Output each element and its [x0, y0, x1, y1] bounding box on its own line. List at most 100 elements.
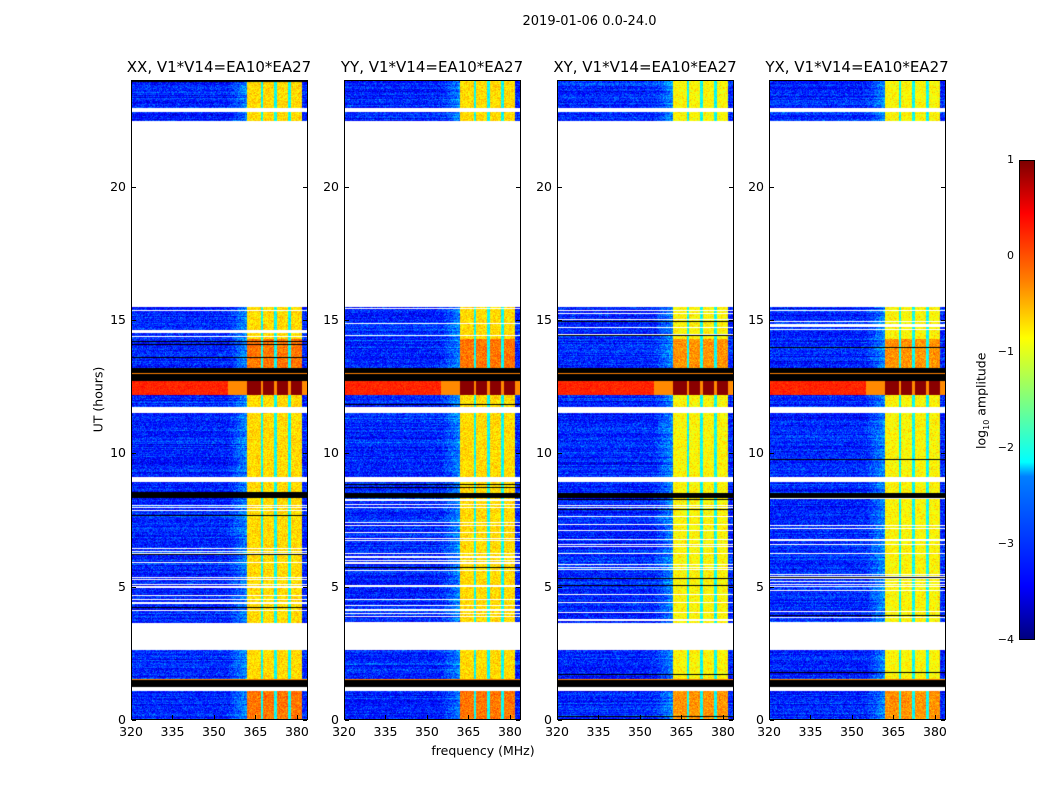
y-tick-label: 0 [118, 712, 126, 727]
y-tick-mark [516, 320, 520, 321]
colorbar-label-sub: 10 [981, 419, 991, 430]
y-tick-mark [303, 186, 307, 188]
y-tick-label: 5 [544, 578, 552, 594]
panel-title-xy: XY, V1*V14=EA10*EA27 [553, 58, 737, 76]
y-tick-label: 20 [323, 178, 339, 194]
x-tick-mark [934, 715, 936, 719]
x-tick-label: 320 [119, 724, 143, 739]
x-tick-mark [598, 715, 600, 719]
y-tick-label: 15 [323, 312, 339, 327]
x-tick-mark [172, 715, 174, 719]
y-tick-label: 5 [756, 578, 764, 594]
heatmap-xy [558, 81, 733, 719]
x-tick-mark [426, 715, 428, 719]
y-tick-mark [345, 453, 349, 455]
y-tick-mark [345, 586, 349, 588]
x-tick-mark [296, 715, 298, 719]
x-tick-label: 320 [757, 724, 781, 739]
x-tick-mark [213, 715, 215, 719]
colorbar-tick-label: −3 [997, 537, 1014, 550]
y-tick-mark [303, 720, 307, 721]
x-tick-label: 350 [202, 724, 226, 739]
x-tick-mark [557, 715, 558, 719]
y-tick-mark [516, 186, 520, 188]
y-tick-mark [729, 720, 733, 721]
colorbar [1019, 160, 1035, 640]
y-tick-mark [558, 320, 562, 321]
x-tick-mark [255, 715, 257, 719]
y-tick-label: 5 [331, 578, 339, 594]
y-tick-label: 0 [756, 712, 764, 727]
y-tick-mark [303, 453, 307, 455]
y-tick-label: 5 [118, 578, 126, 594]
panel-title-xx: XX, V1*V14=EA10*EA27 [126, 58, 312, 76]
y-tick-mark [345, 186, 349, 188]
y-tick-mark [516, 453, 520, 455]
x-tick-label: 365 [456, 724, 481, 739]
y-tick-mark [516, 586, 520, 588]
x-tick-mark [344, 715, 345, 719]
x-tick-label: 320 [332, 724, 356, 739]
y-tick-mark [303, 320, 307, 321]
heatmap-xx [132, 81, 307, 719]
x-tick-label: 365 [881, 724, 906, 739]
x-tick-mark [468, 715, 470, 719]
y-tick-mark [941, 453, 945, 455]
colorbar-tick-label: −4 [997, 633, 1014, 646]
y-tick-mark [345, 320, 349, 321]
heatmap-panel-xy [557, 80, 734, 720]
y-tick-label: 0 [331, 712, 339, 727]
x-tick-mark [509, 715, 511, 719]
heatmap-yy [345, 81, 520, 719]
y-tick-label: 20 [748, 178, 764, 194]
y-tick-label: 10 [110, 445, 126, 461]
y-tick-mark [770, 453, 774, 455]
y-tick-mark [558, 186, 562, 188]
y-tick-label: 20 [110, 178, 126, 194]
y-tick-mark [558, 586, 562, 588]
x-tick-label: 335 [586, 724, 611, 739]
x-tick-label: 335 [798, 724, 823, 739]
y-tick-label: 0 [544, 712, 552, 727]
x-tick-label: 335 [160, 724, 185, 739]
x-tick-mark [893, 715, 895, 719]
y-tick-mark [558, 453, 562, 455]
x-tick-label: 380 [711, 724, 735, 739]
colorbar-tick-label: 1 [1007, 153, 1014, 166]
x-axis-label: frequency (MHz) [431, 743, 535, 758]
y-tick-label: 15 [110, 312, 126, 327]
panel-title-yx: YX, V1*V14=EA10*EA27 [765, 58, 949, 76]
heatmap-yx [770, 81, 945, 719]
y-tick-mark [770, 186, 774, 188]
y-tick-mark [132, 453, 136, 455]
y-tick-mark [558, 720, 562, 721]
x-tick-label: 365 [243, 724, 268, 739]
y-tick-mark [729, 186, 733, 188]
y-tick-label: 10 [748, 445, 764, 461]
y-tick-mark [770, 320, 774, 321]
x-tick-mark [639, 715, 641, 719]
y-axis-label: UT (hours) [90, 366, 106, 433]
x-tick-label: 320 [545, 724, 569, 739]
heatmap-panel-xx [131, 80, 308, 720]
x-tick-mark [131, 715, 132, 719]
x-tick-label: 350 [840, 724, 864, 739]
colorbar-tick-label: −1 [997, 345, 1014, 358]
x-tick-label: 380 [923, 724, 947, 739]
x-tick-mark [810, 715, 812, 719]
heatmap-panel-yx [769, 80, 946, 720]
y-tick-mark [941, 720, 945, 721]
x-tick-label: 335 [373, 724, 398, 739]
y-tick-mark [345, 720, 349, 721]
y-tick-mark [729, 586, 733, 588]
x-tick-mark [681, 715, 683, 719]
y-tick-mark [516, 720, 520, 721]
x-tick-mark [769, 715, 770, 719]
x-tick-label: 365 [669, 724, 694, 739]
y-tick-mark [132, 586, 136, 588]
x-tick-label: 380 [498, 724, 522, 739]
colorbar-label-rest: amplitude [973, 352, 989, 420]
y-tick-mark [303, 586, 307, 588]
y-tick-label: 10 [536, 445, 552, 461]
